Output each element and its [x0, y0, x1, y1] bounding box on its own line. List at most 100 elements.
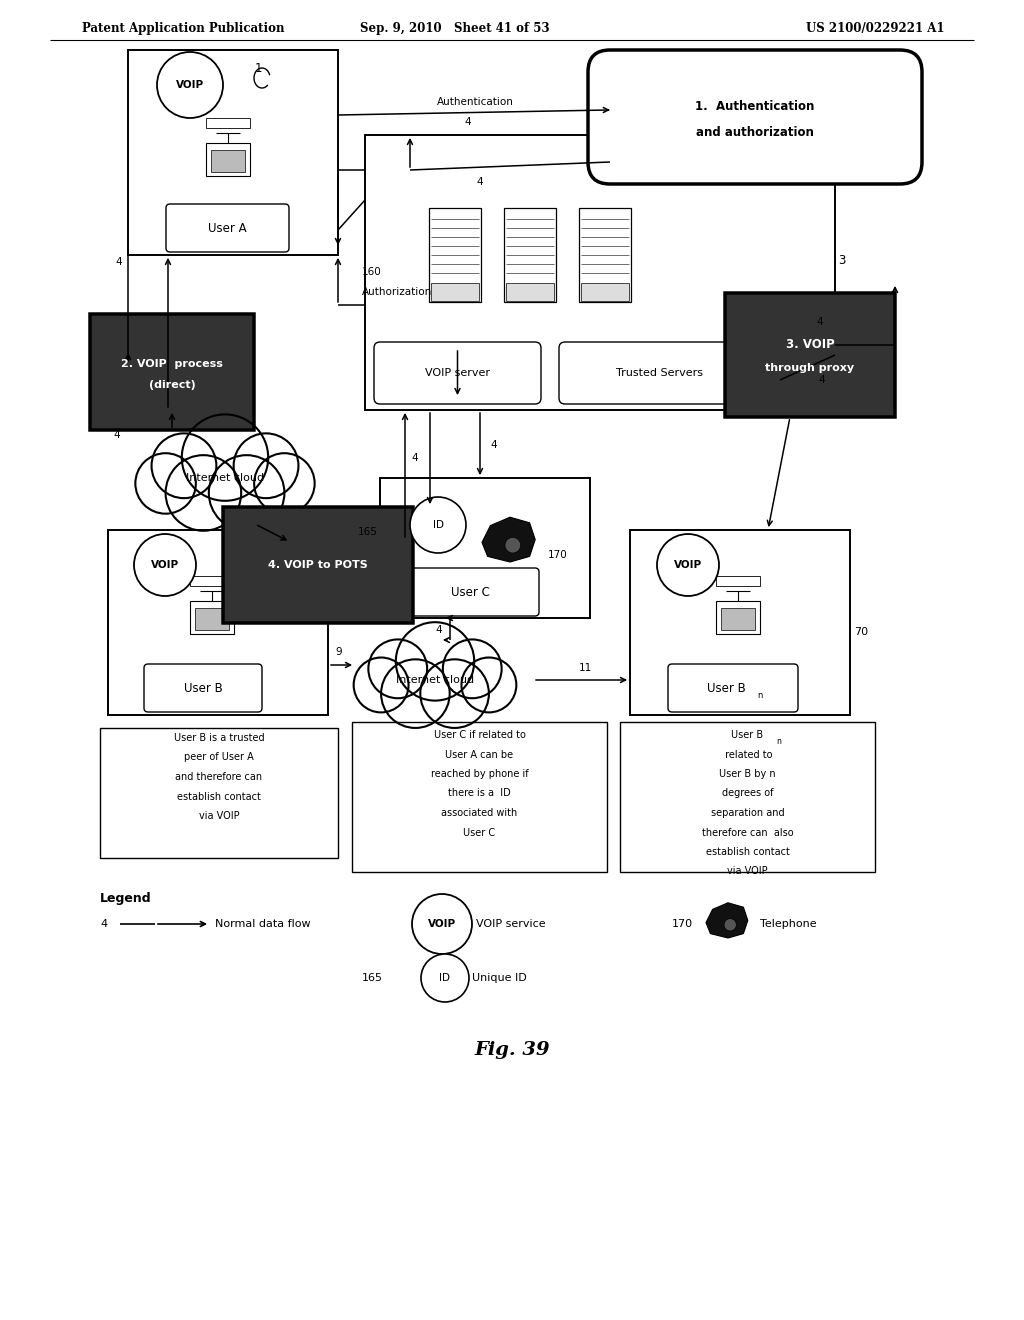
Text: User B by n: User B by n [719, 770, 776, 779]
Text: separation and: separation and [711, 808, 784, 818]
Text: 4: 4 [412, 453, 418, 463]
FancyBboxPatch shape [196, 609, 228, 630]
Text: Legend: Legend [100, 892, 152, 906]
Text: Internet cloud: Internet cloud [396, 675, 474, 685]
Text: 4: 4 [490, 440, 497, 450]
Circle shape [157, 51, 223, 117]
FancyBboxPatch shape [668, 664, 798, 711]
Text: peer of User A: peer of User A [184, 752, 254, 763]
Text: VOIP service: VOIP service [476, 919, 546, 929]
Text: 2. VOIP  process: 2. VOIP process [121, 359, 223, 370]
FancyBboxPatch shape [166, 205, 289, 252]
Circle shape [381, 660, 450, 727]
Circle shape [209, 455, 285, 531]
FancyBboxPatch shape [725, 293, 895, 417]
Text: VOIP: VOIP [428, 919, 456, 929]
Text: Telephone: Telephone [760, 919, 816, 929]
Text: via VOIP: via VOIP [199, 810, 240, 821]
FancyBboxPatch shape [223, 507, 413, 623]
Text: associated with: associated with [441, 808, 517, 818]
Text: VOIP: VOIP [151, 560, 179, 570]
Text: 3. VOIP: 3. VOIP [785, 338, 835, 351]
Text: reached by phone if: reached by phone if [431, 770, 528, 779]
Text: VOIP: VOIP [176, 81, 204, 90]
Text: 1.  Authentication: 1. Authentication [695, 100, 815, 114]
Circle shape [412, 894, 472, 954]
Text: Internet cloud: Internet cloud [186, 473, 264, 483]
Text: ID: ID [432, 520, 443, 531]
FancyBboxPatch shape [581, 284, 629, 301]
Text: VOIP: VOIP [674, 560, 702, 570]
Text: therefore can  also: therefore can also [701, 828, 794, 837]
Circle shape [254, 453, 314, 513]
FancyBboxPatch shape [365, 135, 835, 411]
Text: User B: User B [731, 730, 764, 741]
Text: 1: 1 [255, 62, 262, 74]
Text: 3: 3 [838, 253, 846, 267]
FancyBboxPatch shape [207, 117, 250, 128]
Circle shape [410, 498, 466, 553]
FancyBboxPatch shape [190, 601, 233, 635]
FancyBboxPatch shape [559, 342, 761, 404]
Circle shape [421, 954, 469, 1002]
FancyBboxPatch shape [380, 478, 590, 618]
FancyBboxPatch shape [717, 576, 760, 586]
Text: establish contact: establish contact [177, 792, 261, 801]
Circle shape [657, 535, 719, 597]
Text: 4: 4 [114, 430, 120, 440]
FancyBboxPatch shape [506, 284, 554, 301]
Text: Authentication: Authentication [436, 96, 513, 107]
Text: Authorization: Authorization [362, 286, 432, 297]
Text: 4: 4 [100, 919, 108, 929]
Text: 165: 165 [362, 973, 383, 983]
FancyBboxPatch shape [579, 207, 631, 302]
Text: 160: 160 [362, 267, 382, 277]
Circle shape [420, 660, 488, 727]
FancyBboxPatch shape [211, 150, 245, 172]
Text: and authorization: and authorization [696, 125, 814, 139]
FancyBboxPatch shape [431, 284, 479, 301]
FancyBboxPatch shape [352, 722, 607, 873]
Text: Sep. 9, 2010   Sheet 41 of 53: Sep. 9, 2010 Sheet 41 of 53 [360, 22, 550, 36]
Circle shape [724, 919, 736, 931]
Text: via VOIP: via VOIP [727, 866, 768, 876]
FancyBboxPatch shape [90, 314, 254, 430]
Text: Trusted Servers: Trusted Servers [616, 368, 703, 378]
FancyBboxPatch shape [108, 531, 328, 715]
FancyBboxPatch shape [721, 609, 755, 630]
Text: there is a  ID: there is a ID [449, 788, 511, 799]
Text: ID: ID [439, 973, 451, 983]
FancyBboxPatch shape [190, 576, 233, 586]
Text: n: n [776, 737, 781, 746]
Text: User A: User A [208, 222, 247, 235]
Text: US 2100/0229221 A1: US 2100/0229221 A1 [807, 22, 945, 36]
Text: 4: 4 [817, 317, 823, 327]
FancyBboxPatch shape [717, 601, 760, 635]
Text: User B: User B [707, 681, 745, 694]
Text: User B is a trusted: User B is a trusted [174, 733, 264, 743]
Text: User A can be: User A can be [445, 750, 514, 759]
Circle shape [233, 433, 298, 498]
FancyBboxPatch shape [620, 722, 874, 873]
Polygon shape [706, 903, 748, 939]
Circle shape [152, 433, 216, 498]
Circle shape [369, 639, 427, 698]
FancyBboxPatch shape [374, 342, 541, 404]
Text: related to: related to [722, 750, 773, 759]
Text: 170: 170 [548, 550, 567, 560]
Circle shape [396, 622, 474, 701]
FancyBboxPatch shape [429, 207, 481, 302]
Text: degrees of: degrees of [722, 788, 773, 799]
Circle shape [134, 535, 196, 597]
FancyBboxPatch shape [401, 568, 539, 616]
Text: Normal data flow: Normal data flow [215, 919, 310, 929]
Text: User C: User C [451, 586, 489, 598]
FancyBboxPatch shape [588, 50, 922, 183]
Circle shape [505, 537, 520, 553]
Circle shape [182, 414, 268, 500]
Text: 4: 4 [116, 257, 122, 267]
Text: 4: 4 [477, 177, 483, 187]
Circle shape [353, 657, 409, 713]
Text: 4: 4 [818, 375, 825, 385]
FancyBboxPatch shape [630, 531, 850, 715]
